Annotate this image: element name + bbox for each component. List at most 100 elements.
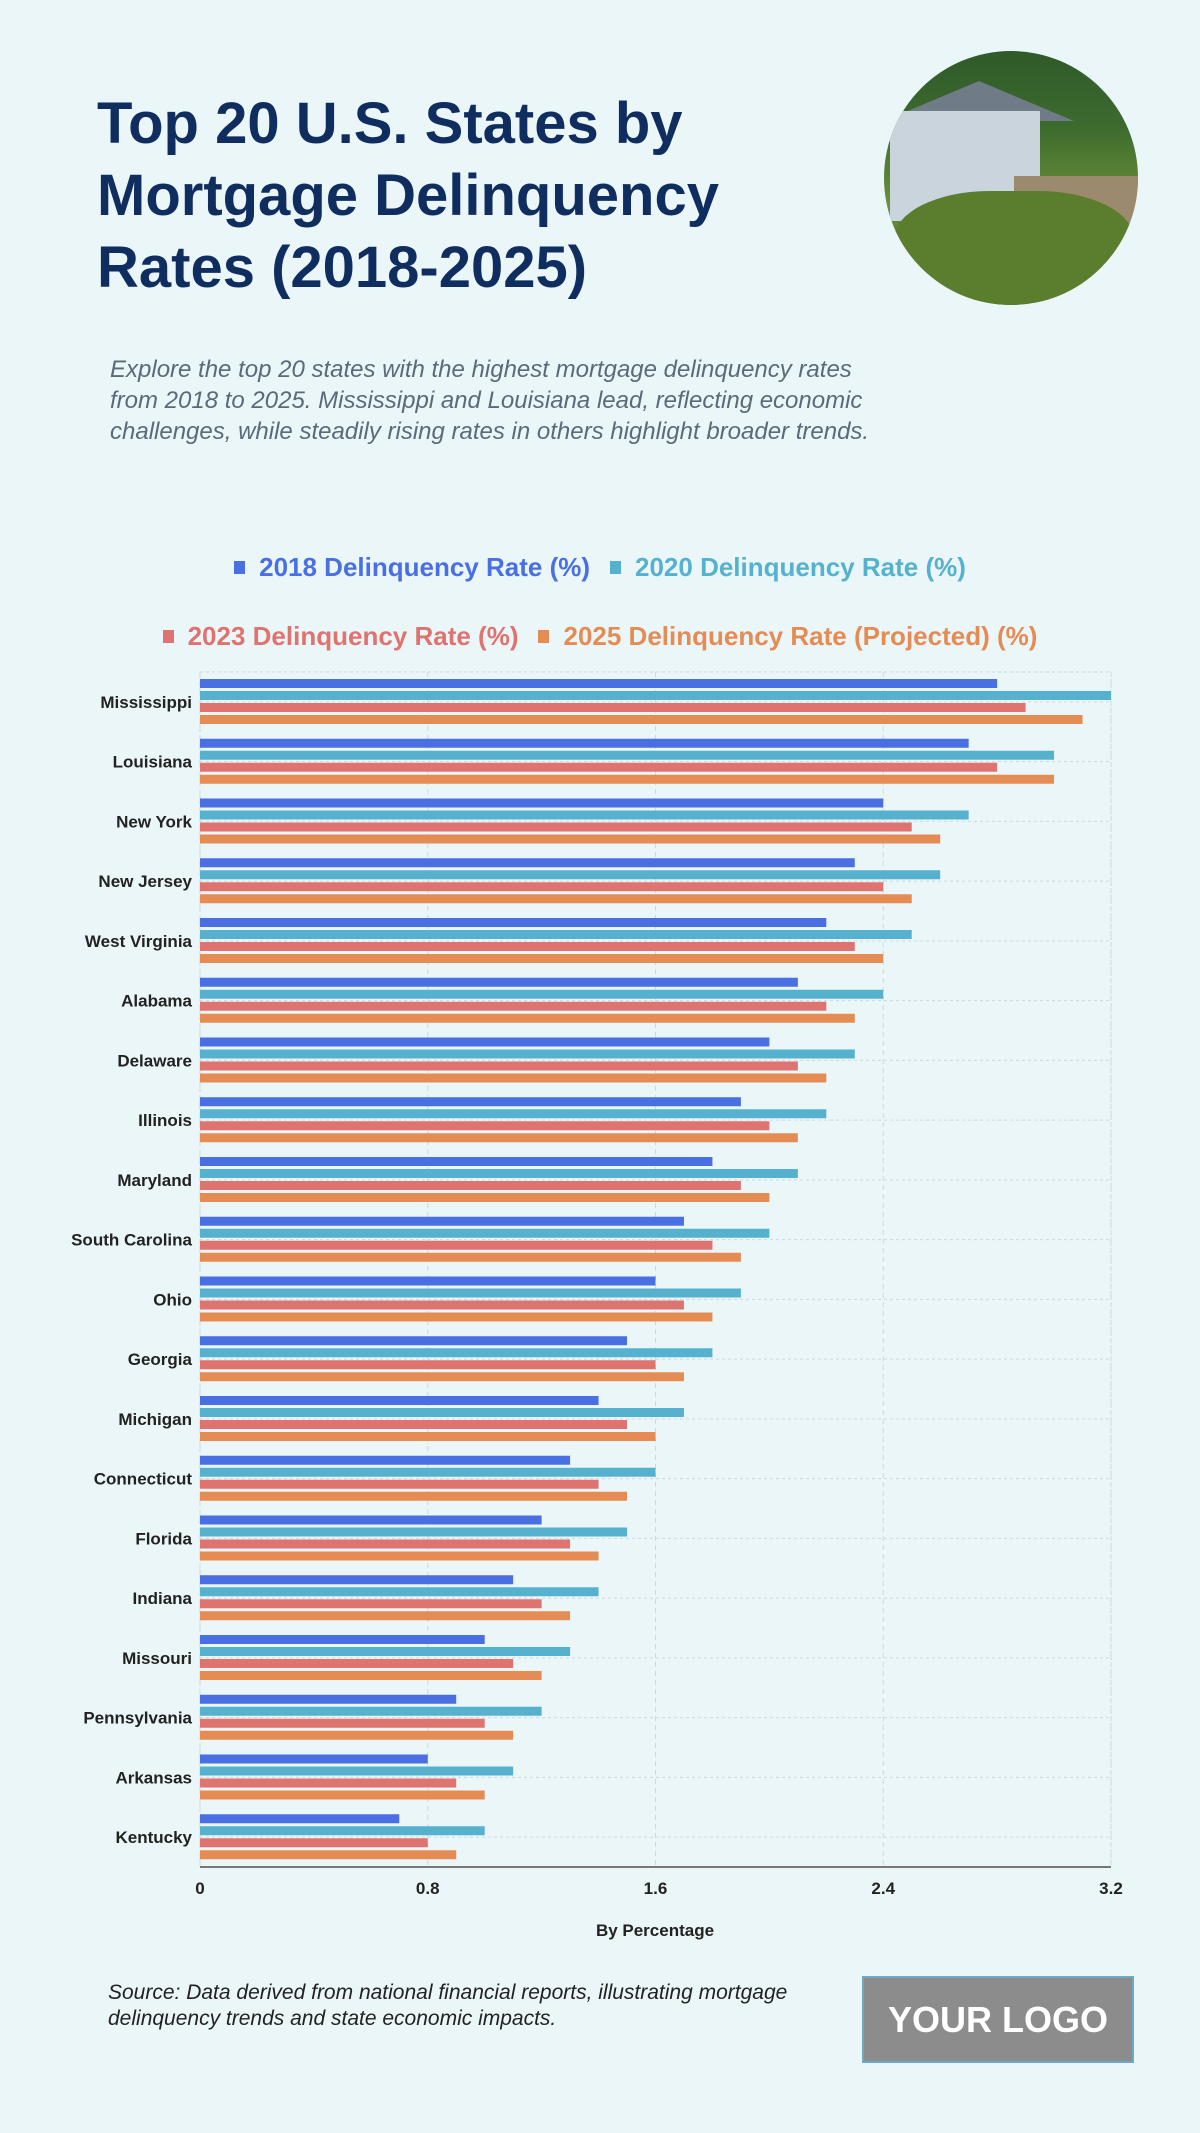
x-tick-label: 0.8 [416, 1879, 440, 1898]
bar-2025-ohio [200, 1312, 713, 1322]
source-note: Source: Data derived from national finan… [108, 1981, 788, 2030]
bar-2020-alabama [200, 989, 884, 999]
bar-2020-connecticut [200, 1467, 656, 1477]
grid [199, 671, 1112, 1868]
bar-2023-pennsylvania [200, 1718, 485, 1728]
bars [200, 679, 1111, 1860]
bar-2023-delaware [200, 1061, 798, 1071]
bar-2025-louisiana [200, 774, 1055, 784]
legend-label-2020: 2020 Delinquency Rate (%) [635, 552, 966, 582]
bar-2025-florida [200, 1551, 599, 1561]
bar-2020-michigan [200, 1408, 684, 1417]
page-title: Top 20 U.S. States by Mortgage Delinquen… [97, 91, 719, 300]
y-tick-label: Alabama [121, 992, 192, 1011]
logo-placeholder: YOUR LOGO [862, 1976, 1134, 2063]
legend-swatch-2018 [234, 561, 246, 574]
bar-2018-arkansas [200, 1754, 428, 1764]
bar-2020-south-carolina [200, 1228, 770, 1238]
bar-2023-new-york [200, 822, 912, 832]
bar-2018-west-virginia [200, 918, 827, 927]
bar-2020-delaware [200, 1049, 855, 1059]
bar-2020-georgia [200, 1348, 713, 1358]
bar-2025-kentucky [200, 1850, 457, 1860]
y-tick-label: Ohio [153, 1290, 192, 1309]
bar-2025-connecticut [200, 1491, 628, 1501]
bar-2020-louisiana [200, 750, 1055, 760]
bar-2023-alabama [200, 1001, 827, 1011]
x-axis-title: By Percentage [596, 1921, 714, 1940]
x-tick-label: 0 [195, 1879, 204, 1898]
bar-2025-georgia [200, 1372, 684, 1382]
bar-2020-west-virginia [200, 930, 912, 939]
bar-2018-south-carolina [200, 1216, 684, 1226]
bar-2023-louisiana [200, 762, 998, 772]
bar-2020-florida [200, 1527, 628, 1537]
legend-swatch-2025 [538, 630, 550, 643]
bar-2023-new-jersey [200, 882, 884, 892]
bar-2023-florida [200, 1539, 571, 1549]
y-tick-label: Missouri [122, 1649, 192, 1668]
bar-2018-michigan [200, 1396, 599, 1405]
y-tick-label: Florida [135, 1529, 192, 1548]
bar-2018-mississippi [200, 679, 998, 688]
bar-2020-ohio [200, 1288, 741, 1298]
legend-label-2018: 2018 Delinquency Rate (%) [259, 552, 590, 582]
bar-2023-missouri [200, 1659, 514, 1668]
bar-2018-florida [200, 1515, 542, 1525]
bar-2020-kentucky [200, 1826, 485, 1836]
y-tick-label: Kentucky [115, 1828, 192, 1847]
bar-2020-pennsylvania [200, 1706, 542, 1716]
bar-2018-alabama [200, 977, 798, 987]
bar-2025-arkansas [200, 1790, 485, 1800]
bar-2025-michigan [200, 1432, 656, 1441]
legend-label-2023: 2023 Delinquency Rate (%) [187, 621, 519, 651]
bar-2018-connecticut [200, 1455, 571, 1465]
bar-2020-new-york [200, 810, 969, 820]
y-tick-label: West Virginia [85, 932, 193, 951]
y-tick-label: Delaware [117, 1051, 192, 1070]
y-tick-label: South Carolina [71, 1231, 192, 1250]
bar-2025-alabama [200, 1013, 855, 1023]
bar-2023-ohio [200, 1300, 684, 1310]
bar-2025-maryland [200, 1193, 770, 1202]
house-photo [884, 51, 1138, 305]
bar-2018-missouri [200, 1635, 485, 1644]
bar-2025-west-virginia [200, 954, 884, 963]
bar-2018-louisiana [200, 738, 969, 748]
bar-2023-georgia [200, 1360, 656, 1370]
bar-2018-georgia [200, 1336, 628, 1346]
bar-2025-indiana [200, 1611, 571, 1621]
bar-2020-indiana [200, 1587, 599, 1597]
bar-2020-missouri [200, 1647, 571, 1656]
bar-2023-illinois [200, 1121, 770, 1131]
x-tick-label: 1.6 [644, 1879, 668, 1898]
y-tick-label: Illinois [138, 1111, 192, 1130]
y-tick-label: Michigan [118, 1410, 192, 1429]
bar-2020-arkansas [200, 1766, 514, 1776]
legend-item-2025: 2025 Delinquency Rate (Projected) (%) [538, 621, 1037, 652]
y-tick-label: Mississippi [100, 693, 192, 712]
bar-2023-mississippi [200, 703, 1026, 712]
y-tick-label: Louisiana [113, 753, 193, 772]
legend-row-2: 2023 Delinquency Rate (%) 2025 Delinquen… [0, 621, 1200, 652]
bar-2025-missouri [200, 1671, 542, 1680]
bar-2023-michigan [200, 1420, 628, 1429]
x-tick-label: 3.2 [1099, 1879, 1123, 1898]
legend-item-2023: 2023 Delinquency Rate (%) [162, 621, 519, 652]
bar-2020-mississippi [200, 691, 1111, 700]
y-tick-label: Arkansas [115, 1768, 192, 1787]
y-tick-label: Maryland [117, 1171, 192, 1190]
y-axis-labels: Mississippi Louisiana New York New Jersey We… [71, 693, 192, 1847]
bar-2023-connecticut [200, 1479, 599, 1489]
bar-2023-indiana [200, 1599, 542, 1609]
bar-2025-new-york [200, 834, 941, 844]
page-subtitle: Explore the top 20 states with the highe… [110, 356, 870, 445]
y-tick-label: New York [116, 812, 192, 831]
y-tick-label: New Jersey [98, 872, 192, 891]
bar-2025-illinois [200, 1133, 798, 1143]
legend-item-2018: 2018 Delinquency Rate (%) [234, 552, 590, 583]
bar-2018-indiana [200, 1575, 514, 1585]
bar-2025-south-carolina [200, 1252, 741, 1262]
y-tick-label: Connecticut [94, 1470, 193, 1489]
bar-2020-new-jersey [200, 870, 941, 880]
